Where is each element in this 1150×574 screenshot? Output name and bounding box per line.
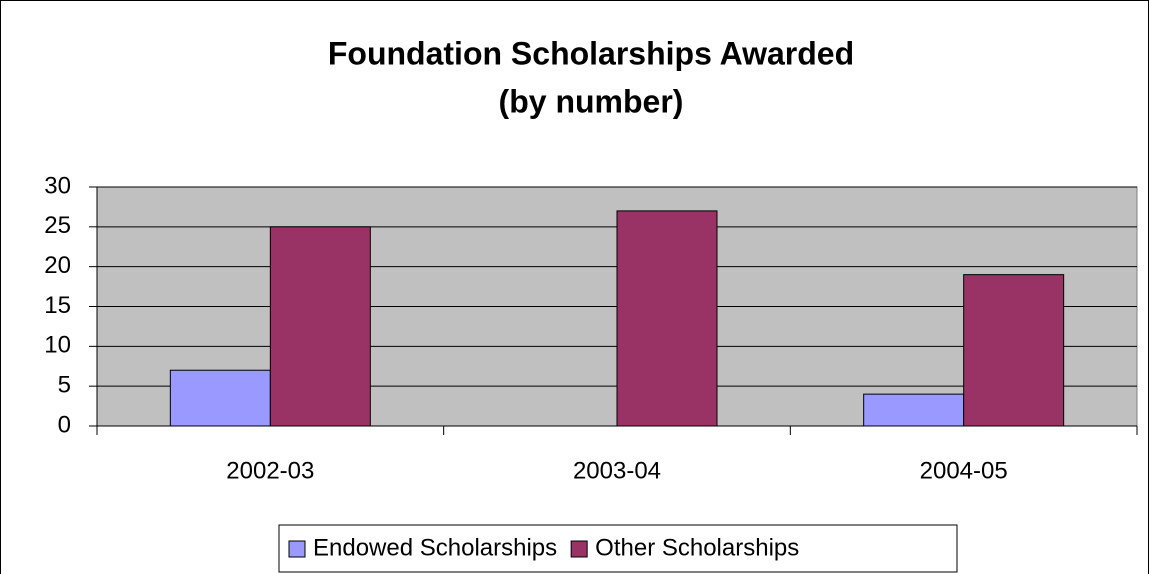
y-tick-label: 15 [44, 292, 71, 319]
x-tick-label: 2002-03 [226, 457, 314, 484]
y-tick-label: 10 [44, 332, 71, 359]
bar [269, 226, 371, 427]
y-tick-label: 30 [44, 172, 71, 199]
bar [863, 393, 965, 427]
bar [616, 210, 718, 427]
legend-swatch [288, 540, 306, 558]
x-tick-label: 2004-05 [920, 457, 1008, 484]
bar [169, 369, 271, 427]
chart-title: Foundation Scholarships Awarded [328, 35, 854, 71]
legend-label: Endowed Scholarships [313, 534, 557, 561]
chart-subtitle: (by number) [499, 83, 684, 119]
legend-box [278, 524, 958, 573]
y-tick-label: 20 [44, 252, 71, 279]
y-tick-label: 25 [44, 212, 71, 239]
x-tick-label: 2003-04 [573, 457, 661, 484]
y-tick-label: 5 [58, 372, 71, 399]
legend-label: Other Scholarships [595, 534, 799, 561]
bar [963, 274, 1065, 427]
legend-swatch [570, 540, 588, 558]
y-tick-label: 0 [58, 411, 71, 438]
